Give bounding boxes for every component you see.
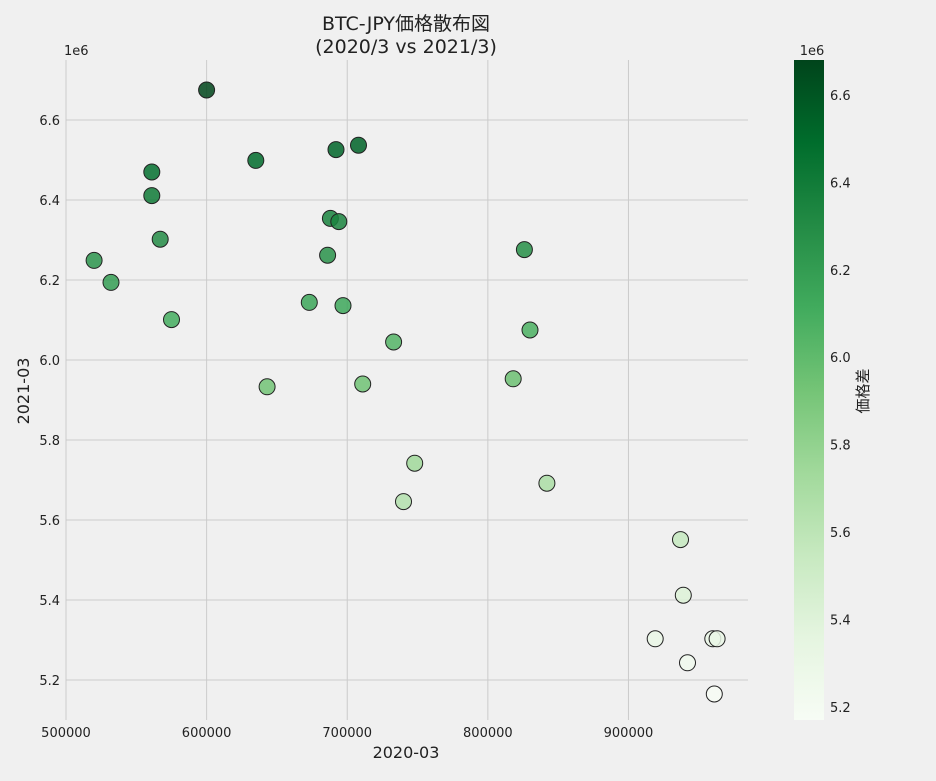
y-tick-label: 5.6 bbox=[39, 514, 60, 529]
colorbar-offset-label: 1e6 bbox=[800, 44, 825, 59]
y-tick-label: 5.2 bbox=[39, 674, 60, 689]
y-tick-label: 6.2 bbox=[39, 274, 60, 289]
scatter-point bbox=[521, 321, 539, 339]
scatter-point bbox=[330, 213, 348, 231]
scatter-point bbox=[395, 493, 412, 511]
x-tick-label: 500000 bbox=[41, 726, 91, 741]
scatter-point bbox=[258, 378, 276, 396]
scatter-point bbox=[319, 246, 337, 264]
scatter-point bbox=[143, 163, 161, 181]
scatter-point bbox=[163, 311, 180, 329]
y-tick-label: 5.8 bbox=[39, 434, 60, 449]
scatter-point bbox=[674, 586, 692, 604]
scatter-point bbox=[85, 251, 103, 269]
scatter-point bbox=[406, 454, 424, 472]
x-axis-label: 2020-03 bbox=[373, 743, 440, 762]
y-tick-labels: 5.2 5.4 5.6 5.8 6.0 6.2 6.4 6.6 bbox=[39, 114, 60, 689]
grid bbox=[65, 60, 748, 720]
x-tick-label: 900000 bbox=[604, 726, 654, 741]
colorbar-tick-label: 5.8 bbox=[830, 439, 851, 454]
scatter-point bbox=[679, 654, 696, 672]
scatter-point bbox=[385, 333, 403, 351]
scatter-point bbox=[672, 531, 689, 549]
x-tick-label: 600000 bbox=[182, 726, 232, 741]
scatter-point bbox=[354, 375, 372, 393]
scatter-points bbox=[85, 81, 726, 703]
y-tick-label: 6.6 bbox=[39, 114, 60, 129]
scatter-point bbox=[538, 474, 556, 492]
scatter-point bbox=[708, 630, 726, 648]
colorbar-tick-label: 6.2 bbox=[830, 264, 851, 279]
colorbar: 5.2 5.4 5.6 5.8 6.0 6.2 6.4 6.6 1e6 価格差 bbox=[794, 44, 872, 720]
scatter-point bbox=[504, 370, 522, 388]
scatter-point bbox=[705, 685, 723, 703]
colorbar-tick-label: 6.6 bbox=[830, 89, 851, 104]
chart-title: BTC-JPY価格散布図 bbox=[322, 13, 490, 35]
x-tick-labels: 500000 600000 700000 800000 900000 bbox=[41, 726, 653, 741]
y-axis-label: 2021-03 bbox=[14, 358, 33, 425]
colorbar-tick-label: 6.0 bbox=[830, 351, 851, 366]
scatter-point bbox=[198, 81, 216, 99]
colorbar-tick-label: 5.2 bbox=[830, 701, 851, 716]
scatter-point bbox=[334, 297, 352, 315]
chart-subtitle: (2020/3 vs 2021/3) bbox=[315, 36, 497, 58]
y-tick-label: 5.4 bbox=[39, 594, 60, 609]
x-tick-label: 700000 bbox=[322, 726, 372, 741]
x-tick-label: 800000 bbox=[463, 726, 513, 741]
colorbar-tick-label: 6.4 bbox=[830, 176, 851, 191]
scatter-point bbox=[350, 136, 367, 154]
scatter-point bbox=[300, 293, 318, 311]
colorbar-gradient bbox=[794, 60, 824, 720]
colorbar-label: 価格差 bbox=[854, 368, 872, 413]
y-offset-label: 1e6 bbox=[64, 44, 89, 59]
scatter-point bbox=[143, 187, 161, 205]
scatter-point bbox=[151, 230, 169, 248]
scatter-point bbox=[515, 241, 533, 259]
colorbar-tick-label: 5.6 bbox=[830, 526, 851, 541]
scatter-point bbox=[327, 141, 345, 159]
colorbar-tick-label: 5.4 bbox=[830, 613, 851, 628]
scatter-point bbox=[247, 151, 265, 169]
y-tick-label: 6.4 bbox=[39, 194, 60, 209]
scatter-point bbox=[102, 273, 120, 291]
scatter-point bbox=[646, 630, 664, 648]
y-tick-label: 6.0 bbox=[39, 354, 60, 369]
colorbar-ticks: 5.2 5.4 5.6 5.8 6.0 6.2 6.4 6.6 bbox=[830, 89, 851, 716]
